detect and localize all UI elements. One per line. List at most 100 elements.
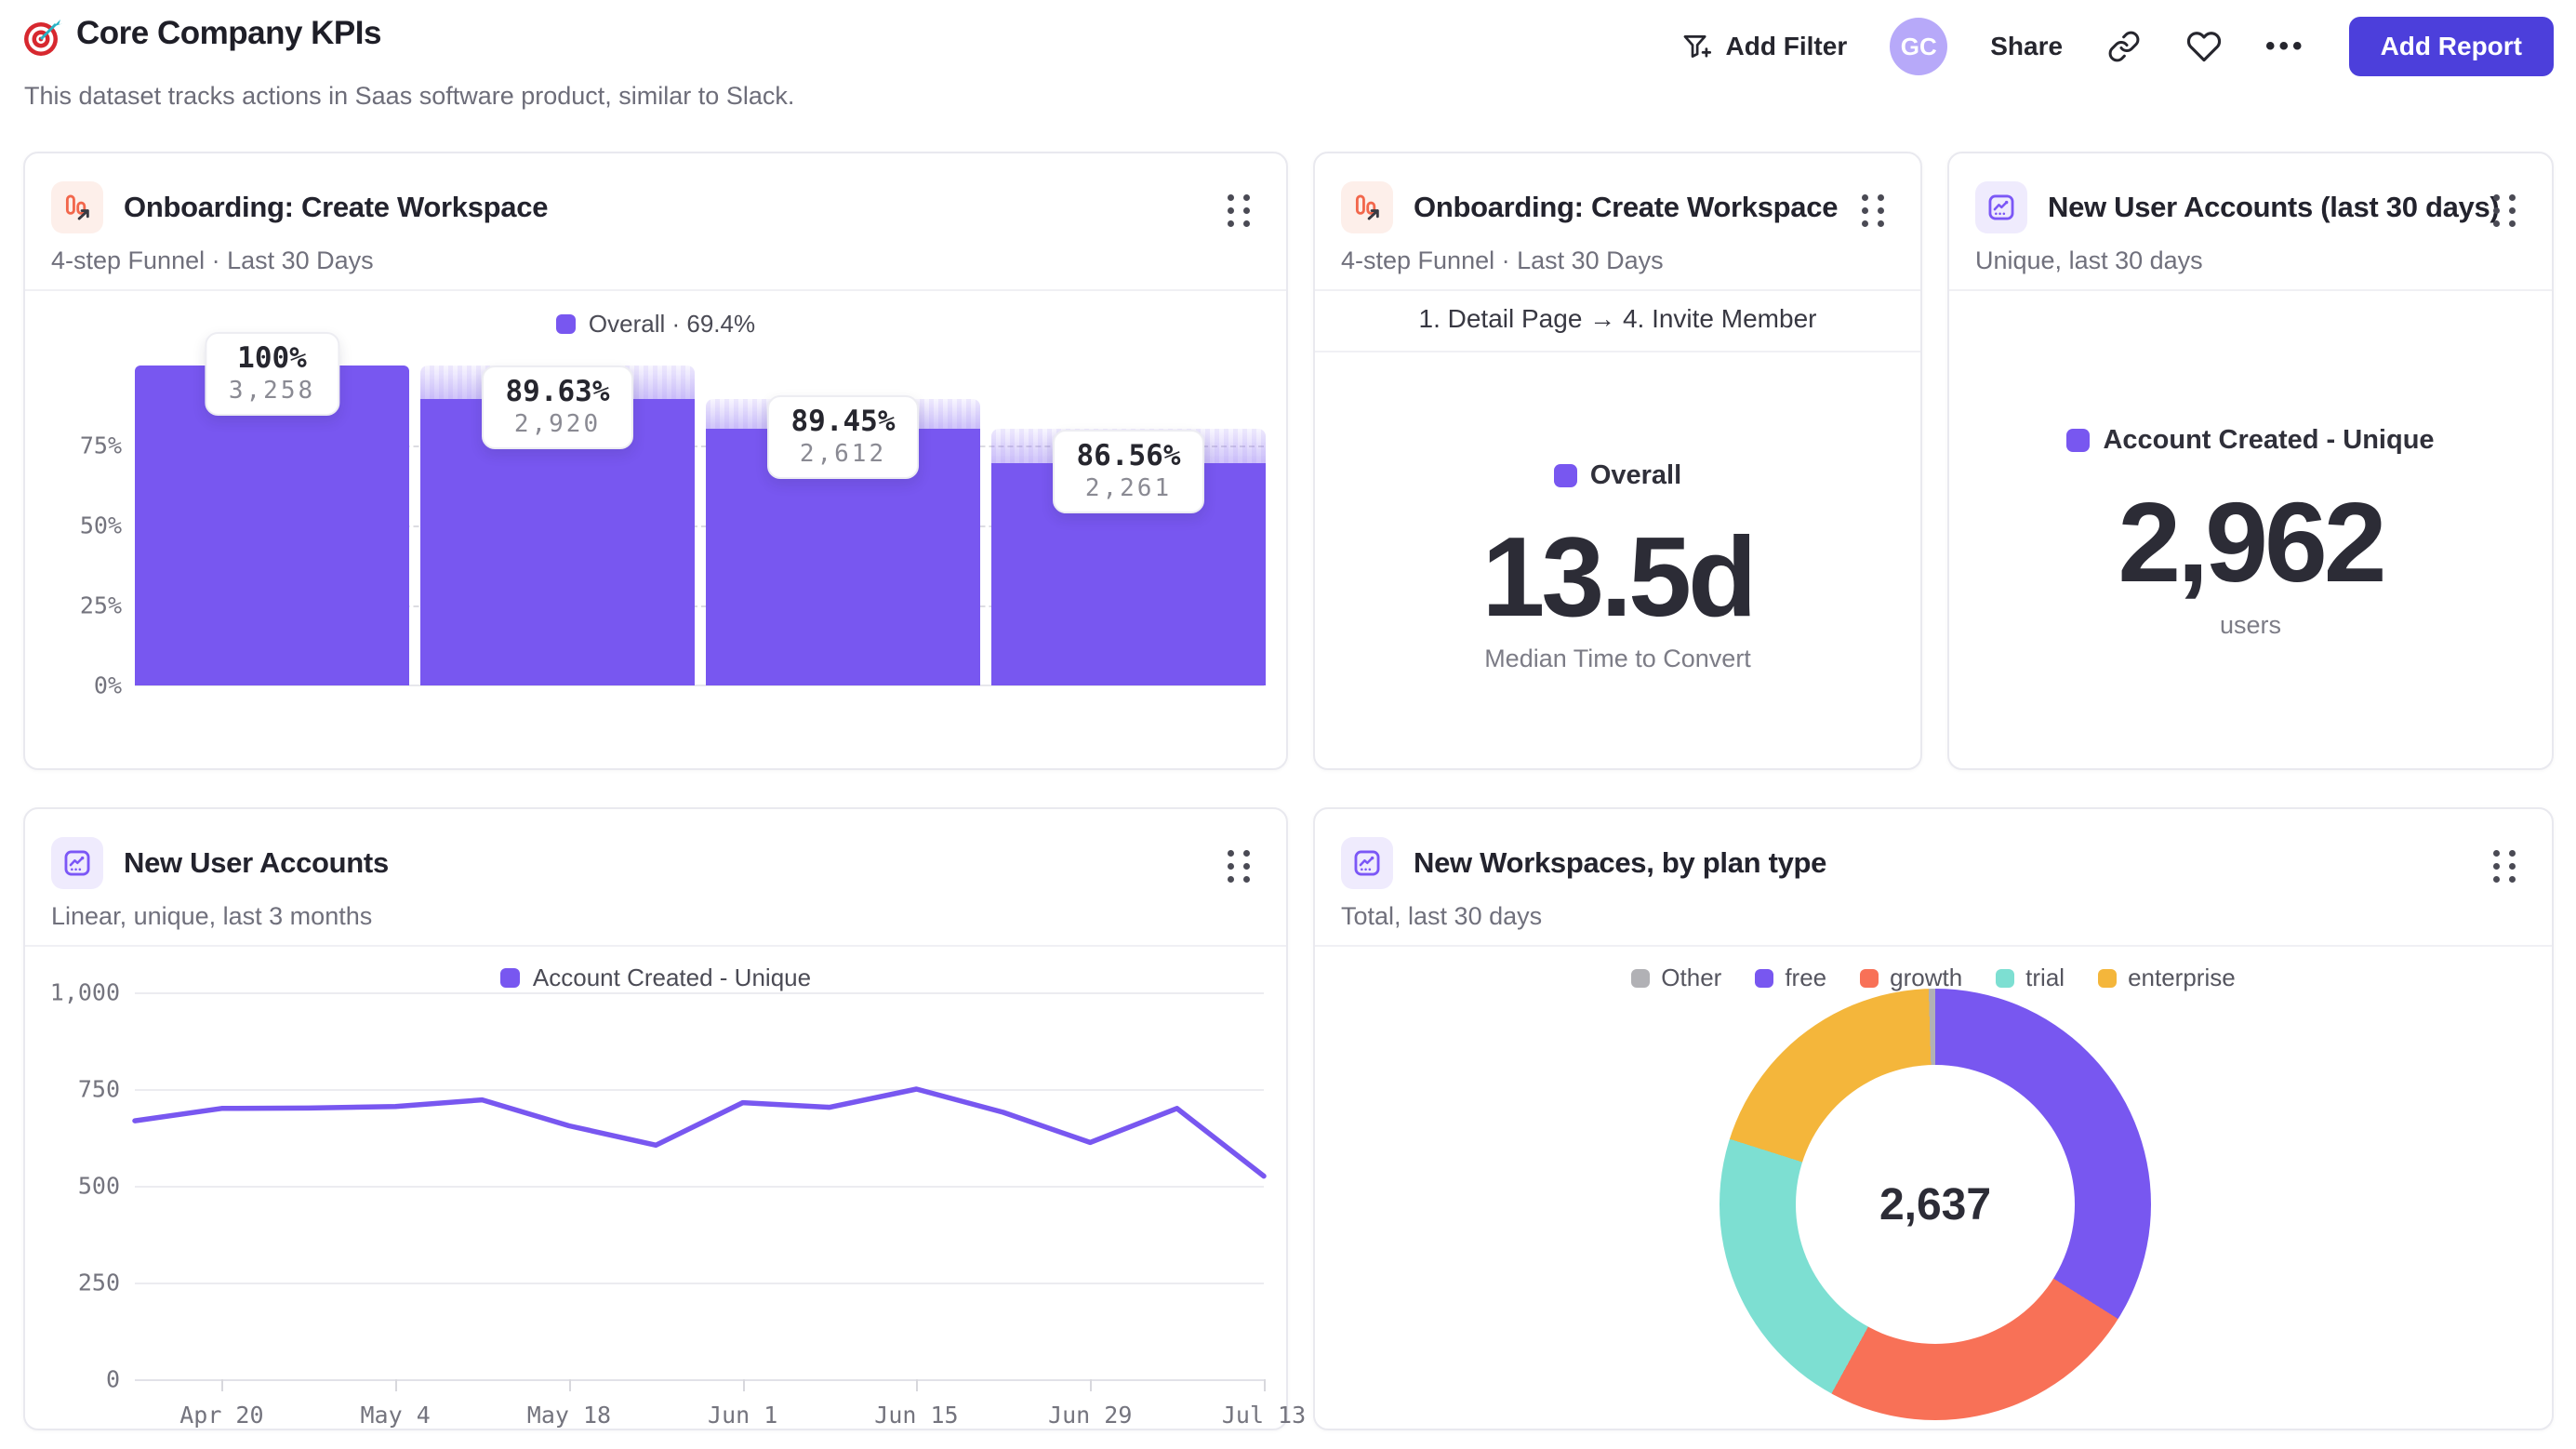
- x-axis-label: Apr 20: [179, 1402, 264, 1429]
- drag-handle-icon[interactable]: [1856, 189, 1891, 233]
- y-axis-label: 25%: [79, 592, 122, 619]
- card-title[interactable]: New User Accounts: [124, 846, 389, 879]
- x-axis-label: Jun 29: [1048, 1402, 1133, 1429]
- legend-swatch: [1996, 968, 2015, 988]
- y-axis-label: 75%: [79, 432, 122, 459]
- y-axis-label: 50%: [79, 512, 122, 539]
- funnel-step-count: 2,261: [1084, 474, 1173, 503]
- legend-label: free: [1785, 964, 1827, 991]
- x-axis-label: May 18: [526, 1402, 612, 1429]
- add-report-button[interactable]: Add Report: [2348, 17, 2554, 76]
- drag-handle-icon[interactable]: [2488, 844, 2522, 888]
- favorite-heart-icon[interactable]: [2185, 28, 2223, 65]
- card-title[interactable]: Onboarding: Create Workspace: [124, 191, 549, 223]
- donut-legend-item[interactable]: enterprise: [2098, 964, 2236, 992]
- funnel-plot: 0%25%50%75%100%3,2581Detail Page89.63%2,…: [80, 332, 1266, 954]
- x-axis-tick: [916, 1379, 919, 1391]
- divider: [1315, 945, 2552, 947]
- line-plot: 0 250 500 750 1,000 Apr 20 May 4 May 18 Jun 1 Jun…: [50, 979, 1306, 1429]
- x-axis-tick: [742, 1379, 745, 1391]
- y-axis-label: 750: [77, 1075, 120, 1103]
- gridline: [135, 1089, 1264, 1091]
- drag-handle-icon[interactable]: [1222, 189, 1256, 233]
- card-header: New Workspaces, by plan type: [1341, 835, 2526, 891]
- metric-legend[interactable]: Account Created - Unique: [1949, 425, 2552, 456]
- funnel-step-percent: 86.56%: [1076, 439, 1181, 473]
- donut-total-value: 2,637: [1879, 1179, 1992, 1230]
- page-title: Core Company KPIs: [76, 15, 381, 51]
- legend-swatch: [555, 314, 576, 334]
- more-options-button[interactable]: •••: [2265, 31, 2306, 61]
- x-axis-label: Jun 15: [874, 1402, 959, 1429]
- card-new-user-accounts-metric: New User Accounts (last 30 days) Unique,…: [1947, 152, 2554, 770]
- donut-chart[interactable]: 2,637: [1720, 989, 2151, 1420]
- card-header: Onboarding: Create Workspace: [1341, 179, 1894, 235]
- new-users-value: 2,962: [2118, 479, 2386, 605]
- card-subtitle: Total, last 30 days: [1341, 902, 1543, 930]
- y-axis-label: 0%: [93, 671, 122, 699]
- funnel-bar[interactable]: [135, 366, 409, 685]
- gridline: [135, 525, 1264, 527]
- card-subtitle: Linear, unique, last 3 months: [51, 902, 373, 930]
- x-axis-line: [135, 685, 1264, 686]
- card-subtitle: 4-step Funnel · Last 30 Days: [51, 246, 374, 274]
- donut-legend: Other free growth trial enterprise: [1315, 964, 2552, 992]
- funnel-step-count: 2,612: [799, 440, 887, 469]
- funnel-step-count: 2,920: [513, 409, 602, 438]
- legend-swatch: [1755, 968, 1774, 988]
- line-legend[interactable]: Account Created - Unique: [25, 964, 1286, 992]
- funnel-chart-icon: [1341, 181, 1393, 233]
- drag-handle-icon[interactable]: [2488, 189, 2522, 233]
- avatar[interactable]: GC: [1890, 18, 1948, 75]
- legend-swatch: [1553, 464, 1577, 487]
- x-axis-tick: [221, 1379, 224, 1391]
- funnel-bar-tooltip: 89.63% 2,920: [481, 365, 634, 449]
- x-axis-tick: [568, 1379, 571, 1391]
- legend-swatch: [2066, 429, 2091, 452]
- funnel-step-percent: 89.63%: [505, 374, 610, 408]
- divider: [1315, 289, 1920, 291]
- x-axis-label: May 4: [360, 1402, 431, 1429]
- card-title[interactable]: Onboarding: Create Workspace: [1414, 191, 1839, 223]
- metric-legend[interactable]: Overall: [1315, 460, 1920, 491]
- donut-legend-item[interactable]: trial: [1996, 964, 2065, 992]
- gridline: [135, 1283, 1264, 1284]
- card-subtitle: Unique, last 30 days: [1975, 246, 2203, 274]
- funnel-bar-tooltip: 86.56% 2,261: [1052, 430, 1205, 514]
- share-button[interactable]: Share: [1990, 32, 2064, 60]
- gridline: [135, 605, 1264, 607]
- new-users-caption: users: [2219, 611, 2282, 639]
- donut-legend-item[interactable]: Other: [1631, 964, 1721, 992]
- drag-handle-icon[interactable]: [1222, 844, 1256, 888]
- header-actions: Add Filter GC Share ••• Add Report: [1678, 17, 2554, 76]
- legend-swatch: [499, 968, 520, 988]
- funnel-legend[interactable]: Overall · 69.4%: [25, 310, 1286, 339]
- card-header: New User Accounts: [51, 835, 1260, 891]
- page-subtitle: This dataset tracks actions in Saas soft…: [24, 82, 795, 110]
- legend-label: trial: [2025, 964, 2065, 991]
- add-filter-label: Add Filter: [1725, 32, 1848, 60]
- gridline: [135, 1379, 1264, 1381]
- card-onboarding-funnel: Onboarding: Create Workspace 4-step Funn…: [23, 152, 1288, 954]
- card-title[interactable]: New Workspaces, by plan type: [1414, 846, 1827, 879]
- divider: [1949, 289, 2552, 291]
- funnel-step-percent: 89.45%: [790, 405, 896, 439]
- card-title[interactable]: New User Accounts (last 30 days): [2048, 191, 2500, 223]
- donut-legend-item[interactable]: free: [1755, 964, 1826, 992]
- donut-legend-item[interactable]: growth: [1860, 964, 1962, 992]
- y-axis-label: 0: [105, 1365, 120, 1393]
- line-series[interactable]: [132, 992, 1267, 1379]
- filter-plus-icon: [1678, 28, 1715, 65]
- link-icon[interactable]: [2105, 28, 2143, 65]
- card-new-user-accounts-line: New User Accounts Linear, unique, last 3…: [23, 807, 1306, 1430]
- legend-label: enterprise: [2128, 964, 2236, 991]
- add-filter-button[interactable]: Add Filter: [1678, 28, 1848, 65]
- divider: [1315, 351, 1920, 352]
- y-axis-label: 500: [77, 1172, 120, 1200]
- x-axis-tick: [1090, 1379, 1093, 1391]
- insights-chart-icon: [1975, 181, 2027, 233]
- insights-chart-icon: [1341, 837, 1393, 889]
- card-new-workspaces-donut: New Workspaces, by plan type Total, last…: [1313, 807, 2554, 1430]
- x-axis-tick: [1264, 1379, 1266, 1391]
- x-axis-label: Jul 13: [1221, 1402, 1307, 1429]
